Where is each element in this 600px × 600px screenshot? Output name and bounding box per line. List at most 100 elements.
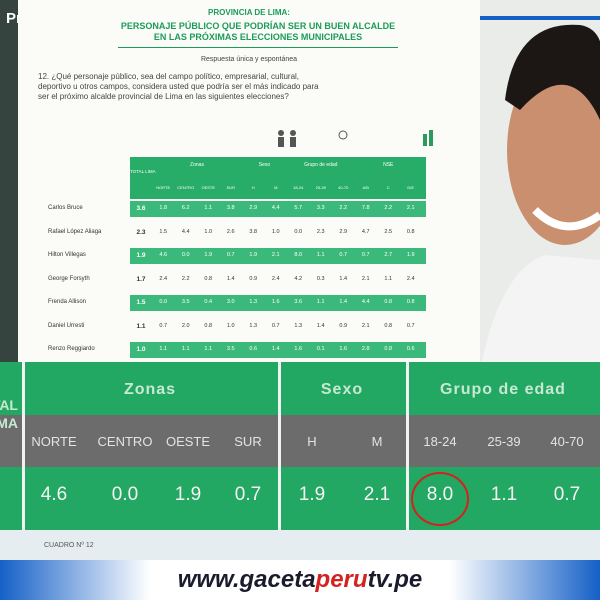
row-value: 3.8 [226,205,235,211]
row-value: 0.9 [339,322,348,329]
row-value: 2.9 [339,228,348,235]
value: 0.7 [234,484,262,505]
row-value: 0.9 [249,275,258,282]
row-highlight [130,295,426,311]
footer-band [0,560,600,600]
row-value: 1.1 [204,346,213,352]
row-value: 1.9 [406,252,415,258]
divider [278,362,281,530]
row-value: 0.7 [361,252,370,258]
row-value: 3.3 [316,205,325,211]
row-value: 1.4 [339,299,348,305]
group-header: NSE [383,162,394,168]
row-value: 2.3 [316,228,325,235]
group-header: Grupo de edad [304,162,338,168]
row-value: 1.1 [316,299,325,305]
row-value: 3.0 [226,299,235,305]
total-header-line: LIMA [0,415,18,431]
column-header: NORTE [156,185,171,190]
row-value: 0.7 [406,322,415,329]
row-value: 7.8 [361,205,370,211]
row-value: 0.8 [406,299,415,305]
doc-footer: CUADRO Nº 12 [44,542,94,549]
doc-heading: PROVINCIA DE LIMA: [208,8,290,17]
column-header: 25-39 [487,434,521,449]
row-name: Frenda Allison [48,299,87,305]
row-value: 0.3 [316,275,325,282]
row-value: 1.4 [226,275,235,282]
row-value: 6.2 [181,205,190,211]
row-value: 4.6 [159,252,168,258]
column-header: M [371,434,383,449]
value: 0.0 [111,484,139,505]
row-value: 0.8 [384,299,393,305]
row-value: 1.5 [159,228,168,235]
row-name: Carlos Bruce [48,205,83,211]
column-header: 18-24 [293,185,304,190]
column-header: SUR [234,434,262,449]
value: 1.9 [298,484,326,505]
row-value: 1.9 [204,252,213,258]
website-prefix: www.gaceta [177,566,316,593]
row-value: 1.9 [136,252,146,259]
row-value: 2.2 [181,275,190,282]
row-value: 1.3 [249,299,258,305]
row-value: 2.5 [384,228,393,235]
row-highlight [130,201,426,217]
value: 4.6 [40,484,68,505]
group-icons [278,130,433,147]
column-header: CENTRO [97,434,153,449]
row-value: 0.7 [226,252,235,258]
row-value: 4.4 [361,299,370,305]
value: 1.9 [174,484,202,505]
row-value: 3.5 [181,299,190,305]
website-suffix: tv.pe [367,566,423,593]
column-header: D/E [407,185,415,190]
row-value: 1.6 [294,346,303,352]
row-value: 2.2 [339,205,348,211]
row-value: 3.5 [226,346,235,352]
row-value: 0.8 [204,322,213,329]
column-header: NORTE [31,434,77,449]
row-value: 0.6 [406,346,415,352]
row-value: 1.4 [271,346,280,352]
row-value: 2.1 [406,205,415,211]
row-value: 4.4 [271,205,280,211]
row-value: 0.8 [204,275,213,282]
group-header: Zonas [190,162,204,168]
row-value: 1.1 [136,322,146,330]
row-value: 2.8 [361,346,370,352]
row-value: 1.0 [204,228,213,235]
row-value: 1.7 [136,275,146,283]
document: PROVINCIA DE LIMA: PERSONAJE PÚBLICO QUE… [18,0,480,362]
row-value: 1.0 [226,322,235,329]
row-value: 2.2 [384,205,393,211]
row-value: 1.6 [339,346,348,352]
row-value: 2.3 [136,228,146,236]
row-value: 0.8 [384,346,393,352]
group-header: Grupo de edad [440,381,566,398]
column-header: 18-24 [423,434,457,449]
row-value: 0.8 [406,228,415,235]
row-value: 1.1 [181,346,190,352]
row-value: 0.7 [271,322,280,329]
row-value: 2.9 [249,205,258,211]
row-value: 1.1 [384,275,393,282]
row-value: 2.4 [271,275,280,282]
row-value: 1.3 [294,322,303,329]
row-name: Daniel Urresti [48,322,85,329]
row-value: 1.1 [204,205,213,211]
total-header-line: TOTAL [0,397,18,413]
doc-question: 12. ¿Qué personaje público, sea del camp… [38,72,319,101]
row-value: 1.4 [339,275,348,282]
column-header: 25-39 [315,185,326,190]
row-value: 1.3 [249,322,258,329]
row-value: 2.4 [406,275,415,282]
row-name: George Forsyth [48,275,90,282]
row-value: 1.8 [159,205,168,211]
row-value: 2.7 [384,252,393,258]
column-header: C [386,185,390,190]
row-value: 0.0 [159,299,168,305]
column-header: H [251,185,255,190]
